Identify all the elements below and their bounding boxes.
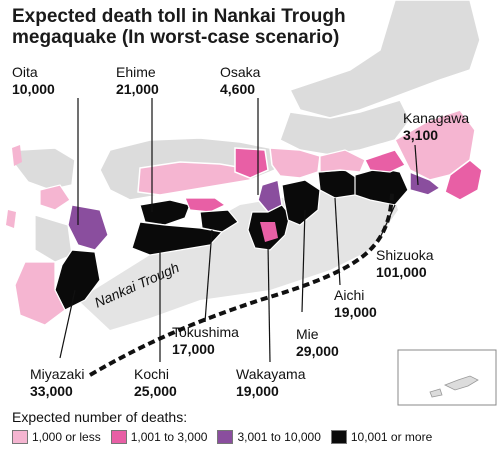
region-nagano-pink [319, 149, 366, 173]
legend-swatch [217, 430, 234, 444]
label-name: Kochi [134, 366, 170, 382]
region-kochi [131, 221, 224, 256]
label-ehime: Ehime 21,000 [116, 64, 159, 98]
label-value: 19,000 [236, 383, 279, 399]
region-chiba [444, 159, 483, 201]
legend-swatch [110, 430, 127, 444]
label-name: Mie [296, 326, 319, 342]
leader-aichi [334, 197, 341, 286]
inset-frame [397, 349, 497, 406]
label-tokushima: Tokushima 17,000 [172, 324, 239, 358]
trough-zone [78, 185, 398, 330]
label-name: Shizuoka [376, 247, 434, 263]
region-tohoku [288, 0, 481, 119]
region-wakayama-inner [260, 222, 278, 242]
leader-mie [301, 209, 306, 313]
leader-shizuoka [379, 204, 396, 239]
region-kansai-pink [269, 147, 321, 179]
label-value: 10,000 [12, 81, 55, 97]
leader-kanagawa [414, 144, 419, 186]
legend-label: 1,001 to 3,000 [130, 430, 208, 444]
leader-miyazaki [59, 289, 76, 359]
label-value: 17,000 [172, 341, 215, 357]
legend-item: 1,001 to 3,000 [110, 430, 208, 444]
island-small-2 [6, 210, 16, 228]
legend: 1,000 or less 1,001 to 3,000 3,001 to 10… [12, 430, 442, 444]
trough-line [88, 189, 394, 377]
label-value: 21,000 [116, 81, 159, 97]
label-value: 19,000 [334, 304, 377, 320]
label-value: 29,000 [296, 343, 339, 359]
region-miyazaki [54, 249, 101, 311]
label-value: 4,600 [220, 81, 256, 97]
legend-label: 1,000 or less [32, 430, 101, 444]
inset-islands [429, 375, 479, 398]
label-name: Aichi [334, 287, 365, 303]
title-line-1: Expected death toll in Nankai Trough [12, 6, 346, 27]
label-shizuoka: Shizuoka 101,000 [376, 247, 434, 281]
region-kagawa [184, 197, 227, 213]
label-value: 25,000 [134, 383, 177, 399]
label-wakayama: Wakayama 19,000 [236, 366, 306, 400]
label-name: Oita [12, 64, 38, 80]
label-aichi: Aichi 19,000 [334, 287, 377, 321]
legend-item: 10,001 or more [330, 430, 433, 444]
region-mie [281, 179, 321, 226]
label-osaka: Osaka 4,600 [220, 64, 260, 98]
region-ehime [139, 199, 191, 226]
label-name: Miyazaki [30, 366, 85, 382]
legend-label: 3,001 to 10,000 [237, 430, 321, 444]
region-chugoku-pink [137, 161, 257, 196]
region-tokushima [199, 209, 239, 233]
map-title: Expected death toll in Nankai Trough meg… [12, 6, 346, 48]
legend-swatch [12, 430, 28, 444]
leader-wakayama [267, 244, 271, 363]
label-name: Osaka [220, 64, 261, 80]
legend-title: Expected number of deaths: [12, 409, 188, 425]
legend-item: 1,000 or less [12, 430, 101, 444]
label-oita: Oita 10,000 [12, 64, 55, 98]
legend-swatch [330, 430, 347, 444]
region-fukuoka-pink [39, 184, 71, 211]
region-kyushu-north [14, 147, 76, 191]
region-yamanashi-pink [364, 149, 406, 173]
label-value: 33,000 [30, 383, 73, 399]
leader-tokushima [204, 229, 213, 323]
label-name: Ehime [116, 64, 156, 80]
region-kumamoto [34, 214, 73, 263]
region-hyogo [234, 147, 269, 179]
label-value: 101,000 [376, 264, 427, 280]
region-kagoshima [14, 261, 66, 326]
legend-label: 10,001 or more [350, 430, 433, 444]
label-name: Kanagawa [403, 110, 470, 126]
label-name: Wakayama [236, 366, 306, 382]
label-mie: Mie 29,000 [296, 326, 339, 360]
label-kochi: Kochi 25,000 [134, 366, 177, 400]
label-kanagawa: Kanagawa 3,100 [403, 110, 469, 144]
legend-item: 3,001 to 10,000 [217, 430, 321, 444]
label-miyazaki: Miyazaki 33,000 [30, 366, 84, 400]
label-value: 3,100 [403, 127, 439, 143]
title-line-2: megaquake (In worst-case scenario) [12, 27, 340, 48]
island-small-1 [12, 145, 22, 166]
region-oita [67, 204, 109, 251]
label-name: Tokushima [172, 324, 239, 340]
